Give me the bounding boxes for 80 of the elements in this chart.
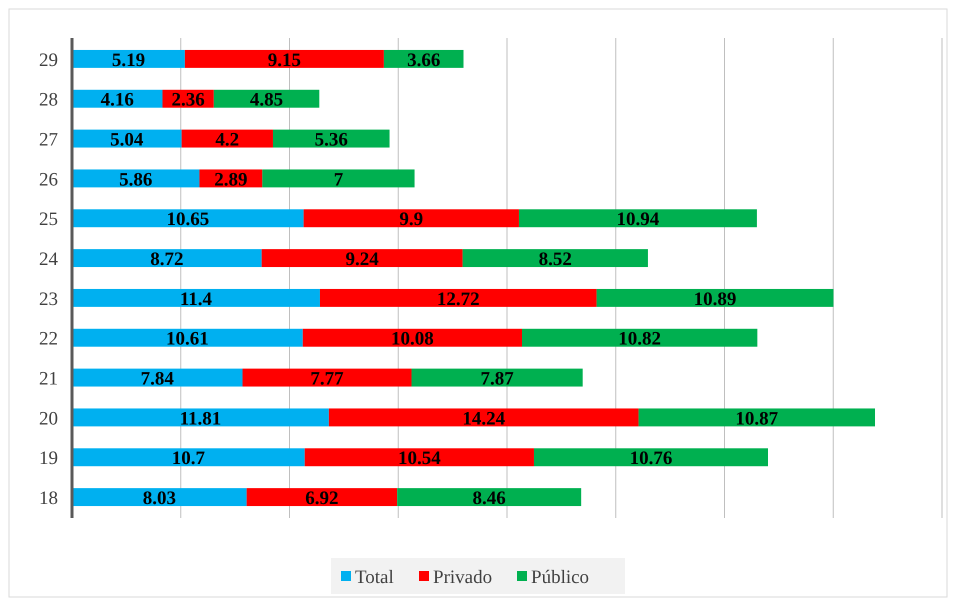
data-label: 10.08	[391, 328, 434, 350]
data-label: 7.77	[310, 368, 344, 390]
data-label: 10.94	[616, 209, 660, 230]
data-label: 5.04	[110, 129, 144, 150]
bar	[596, 288, 834, 307]
bar	[184, 50, 384, 68]
bar	[242, 368, 412, 387]
y-tick-label: 20	[39, 408, 58, 430]
bar	[246, 488, 398, 506]
bar	[72, 408, 329, 426]
bar	[72, 368, 243, 387]
bar	[72, 288, 320, 307]
bar	[534, 448, 768, 466]
data-label: 7.84	[140, 368, 174, 390]
bar	[397, 488, 582, 506]
data-label: 10.54	[398, 448, 442, 470]
data-label: 9.15	[268, 50, 302, 71]
data-label: 5.36	[314, 129, 348, 150]
bar	[302, 328, 522, 347]
bar	[72, 209, 304, 228]
y-tick-label: 19	[39, 448, 58, 470]
data-label: 5.19	[112, 50, 146, 71]
y-tick-label: 29	[39, 50, 58, 71]
data-label: 8.03	[142, 488, 176, 509]
data-label: 3.66	[407, 50, 440, 71]
data-label: 5.86	[119, 169, 152, 190]
legend-label: Privado	[433, 566, 492, 588]
data-label: 8.46	[472, 488, 506, 509]
bar	[272, 130, 390, 148]
y-tick-label: 25	[39, 209, 58, 230]
y-tick-label: 27	[39, 129, 58, 150]
bar	[72, 328, 303, 347]
data-label: 4.85	[250, 90, 284, 111]
bar	[262, 169, 415, 188]
bar	[72, 249, 262, 268]
data-label: 10.87	[735, 408, 779, 430]
y-tick-label: 26	[39, 169, 58, 190]
bar	[72, 488, 247, 506]
bar	[328, 408, 639, 426]
y-tick-label: 21	[39, 368, 58, 390]
y-tick-label: 23	[39, 288, 58, 310]
bar	[522, 328, 758, 347]
data-label: 12.72	[436, 288, 480, 310]
data-label: 2.36	[172, 90, 205, 111]
y-tick-label: 28	[39, 90, 58, 111]
y-tick-label: 24	[39, 248, 58, 270]
data-label: 11.81	[180, 408, 222, 430]
legend-label: Total	[355, 566, 394, 588]
data-label: 7	[334, 169, 344, 190]
data-label: 9.24	[346, 248, 380, 270]
data-label: 10.7	[172, 448, 206, 470]
data-label: 9.9	[399, 209, 424, 230]
bar	[72, 50, 185, 68]
data-label: 8.52	[538, 248, 572, 270]
data-label: 4.2	[215, 129, 240, 150]
data-label: 10.76	[630, 448, 672, 470]
data-label: 2.89	[214, 169, 248, 190]
data-label: 7.87	[480, 368, 514, 390]
bar	[304, 448, 534, 466]
data-label: 8.72	[150, 248, 184, 270]
legend-label: Público	[531, 566, 590, 588]
bar	[320, 288, 597, 307]
data-label: 4.16	[100, 90, 134, 111]
bar	[262, 249, 463, 268]
bar	[412, 368, 583, 387]
bar	[462, 249, 648, 268]
data-label: 10.65	[166, 209, 210, 230]
data-label: 14.24	[462, 408, 506, 430]
data-label: 10.61	[166, 328, 209, 350]
y-tick-label: 18	[39, 488, 58, 509]
data-label: 11.4	[180, 288, 213, 310]
data-label: 10.82	[618, 328, 662, 350]
bar	[182, 130, 273, 148]
data-label: 10.89	[694, 288, 736, 310]
y-tick-label: 22	[39, 328, 58, 350]
data-label: 6.92	[305, 488, 339, 509]
bar	[638, 408, 876, 426]
bar	[304, 209, 519, 228]
bar	[518, 209, 757, 228]
bar	[72, 448, 305, 466]
